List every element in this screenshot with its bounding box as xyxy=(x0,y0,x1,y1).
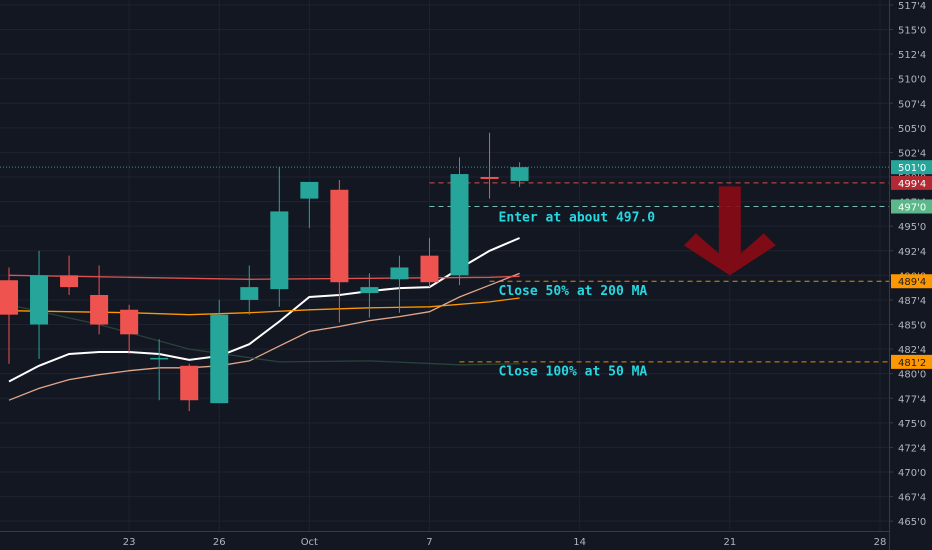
time-axis-label: Oct xyxy=(301,537,318,548)
candle-body[interactable] xyxy=(60,275,79,288)
price-axis-label: 515'0 xyxy=(898,26,926,37)
price-axis-label: 467'4 xyxy=(898,493,926,504)
candle-body[interactable] xyxy=(210,314,229,404)
price-axis-label: 517'4 xyxy=(898,1,926,12)
time-axis-label: 14 xyxy=(573,537,586,548)
candle-body[interactable] xyxy=(330,189,349,283)
price-axis-label: 480'0 xyxy=(898,370,926,381)
time-axis-label: 7 xyxy=(426,537,432,548)
price-tag xyxy=(891,160,932,175)
price-tag xyxy=(891,175,932,190)
price-axis-label: 470'0 xyxy=(898,468,926,479)
time-axis-label: 26 xyxy=(213,537,226,548)
annotation-text: Close 100% at 50 MA xyxy=(499,365,648,380)
price-tag xyxy=(891,274,932,289)
time-axis-label: 23 xyxy=(123,537,136,548)
price-tag-label: 497'0 xyxy=(898,203,926,214)
price-axis-label: 477'4 xyxy=(898,394,926,405)
time-axis-label: 21 xyxy=(723,537,736,548)
price-axis-label: 472'4 xyxy=(898,443,926,454)
candle-body[interactable] xyxy=(390,267,409,280)
candle-body[interactable] xyxy=(360,287,379,294)
price-axis-label: 492'4 xyxy=(898,247,926,258)
annotation-text: Close 50% at 200 MA xyxy=(499,284,648,299)
price-tag xyxy=(891,199,932,214)
candle-body[interactable] xyxy=(0,280,19,315)
moving-average-line xyxy=(8,272,520,401)
candle-body[interactable] xyxy=(240,287,259,300)
moving-average-line xyxy=(8,274,520,280)
candle-body[interactable] xyxy=(180,365,199,401)
price-axis-label: 465'0 xyxy=(898,517,926,528)
price-axis-label: 510'0 xyxy=(898,75,926,86)
candle-body[interactable] xyxy=(90,295,109,325)
candle-body[interactable] xyxy=(270,211,289,290)
price-axis-label: 507'4 xyxy=(898,99,926,110)
candle-body[interactable] xyxy=(420,255,439,283)
candle-body[interactable] xyxy=(300,181,319,199)
price-tag-label: 489'4 xyxy=(898,277,926,288)
price-tag-label: 481'2 xyxy=(898,358,926,369)
price-axis-label: 495'0 xyxy=(898,222,926,233)
candle-body[interactable] xyxy=(30,275,49,325)
time-axis-label: 28 xyxy=(874,537,887,548)
price-axis-label: 505'0 xyxy=(898,124,926,135)
down-arrow-icon xyxy=(683,186,776,276)
price-tag-label: 499'4 xyxy=(898,179,926,190)
price-tag xyxy=(891,354,932,369)
annotation-text: Enter at about 497.0 xyxy=(499,210,656,225)
candle-body[interactable] xyxy=(510,167,529,181)
price-axis-label: 482'4 xyxy=(898,345,926,356)
candle-body[interactable] xyxy=(150,357,169,360)
candle-body[interactable] xyxy=(450,174,469,276)
candle-body[interactable] xyxy=(120,309,139,335)
price-axis-label: 475'0 xyxy=(898,419,926,430)
candle-body[interactable] xyxy=(480,177,499,179)
price-tag-label: 501'0 xyxy=(898,163,926,174)
price-axis-label: 487'4 xyxy=(898,296,926,307)
price-axis-label: 485'0 xyxy=(898,321,926,332)
price-axis-label: 502'4 xyxy=(898,148,926,159)
price-axis-label: 512'4 xyxy=(898,50,926,61)
moving-average-line xyxy=(8,237,520,383)
